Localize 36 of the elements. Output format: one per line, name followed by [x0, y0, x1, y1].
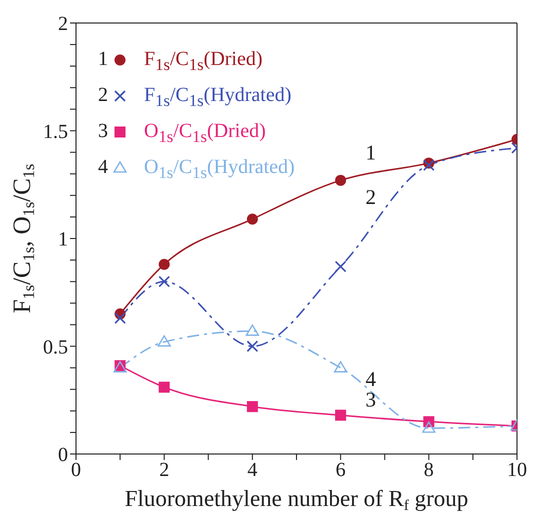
x-tick-label: 6 [336, 459, 346, 482]
y-tick-label: 0.5 [43, 336, 68, 358]
point [246, 324, 260, 336]
y-tick-label: 1.5 [43, 120, 68, 143]
x-tick-label: 2 [159, 459, 170, 482]
point [246, 340, 258, 352]
point [335, 410, 346, 421]
legend-label: F$_{1s}$/C$_{1s}$(Dried) [144, 48, 263, 74]
legend-label: O$_{1s}$/C$_{1s}$(Hydrated) [144, 156, 295, 182]
annotation: 2 [365, 184, 376, 209]
text: 3 [98, 120, 108, 142]
annotation: 1 [365, 140, 376, 165]
point [334, 260, 346, 272]
x-tick-label: 10 [507, 459, 527, 482]
text: 1 [98, 48, 108, 70]
point [334, 361, 348, 372]
point [158, 276, 170, 288]
point [335, 174, 346, 186]
legend-label: F$_{1s}$/C$_{1s}$(Hydrated) [144, 84, 292, 110]
text: 4 [98, 156, 108, 178]
x-tick-label: 4 [247, 459, 258, 482]
legend-label: O$_{1s}$/C$_{1s}$(Dried) [144, 120, 266, 146]
point [422, 421, 436, 433]
point [114, 312, 126, 324]
point [246, 214, 258, 225]
y-tick-label: 2 [58, 13, 68, 36]
text: 2 [98, 84, 108, 106]
y-tick-label: 0 [58, 444, 68, 466]
x-tick-label: 8 [424, 459, 434, 482]
x-axis-title: Fluoromethylene number of R$_{f}$ group [124, 486, 468, 514]
point [158, 258, 170, 270]
point [423, 159, 435, 172]
point [158, 382, 170, 393]
point [158, 335, 171, 347]
point [246, 401, 258, 412]
y-tick-label: 1 [58, 228, 68, 251]
